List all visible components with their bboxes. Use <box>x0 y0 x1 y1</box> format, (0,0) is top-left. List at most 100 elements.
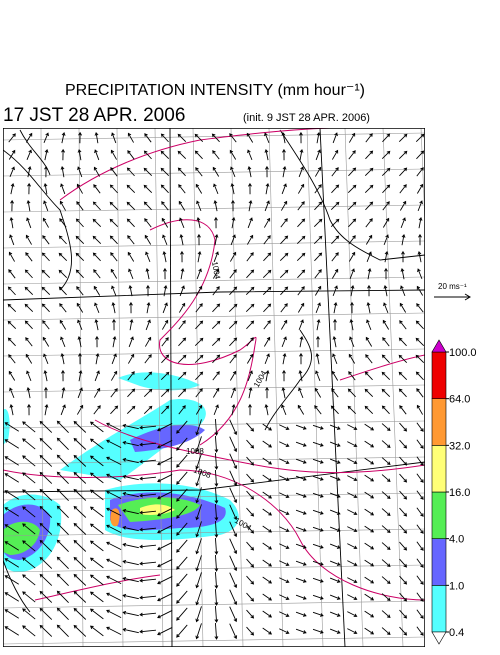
wind-arrow <box>92 218 102 228</box>
wind-arrow <box>262 269 272 279</box>
wind-arrow <box>416 439 424 449</box>
wind-arrow <box>42 235 50 245</box>
wind-arrow <box>231 199 235 212</box>
wind-arrow <box>416 285 424 296</box>
wind-arrow <box>264 353 270 365</box>
wind-arrow <box>399 320 407 330</box>
wind-arrow <box>139 629 157 634</box>
wind-arrow <box>263 320 271 330</box>
grid-line <box>3 312 425 321</box>
wind-arrow <box>282 165 287 178</box>
wind-arrow <box>381 167 391 176</box>
wind-arrow <box>381 576 391 585</box>
grid-line <box>382 128 404 647</box>
wind-arrow <box>399 200 407 211</box>
wind-arrow <box>160 150 170 160</box>
grid-line <box>3 564 425 573</box>
wind-arrow <box>329 492 341 498</box>
wind-arrow <box>295 611 307 617</box>
wind-arrow <box>329 526 341 532</box>
wind-arrow <box>347 560 358 567</box>
wind-arrow <box>229 572 238 589</box>
wind-arrow <box>229 370 237 381</box>
wind-arrow <box>263 303 272 313</box>
wind-arrow <box>297 404 305 415</box>
wind-arrow <box>39 488 53 501</box>
wind-arrow <box>364 474 375 482</box>
wind-arrow <box>195 521 202 538</box>
wind-arrow <box>26 387 31 399</box>
wind-arrow <box>157 610 173 619</box>
wind-arrow <box>315 302 321 314</box>
wind-arrow <box>365 201 374 211</box>
wind-arrow <box>316 318 321 331</box>
wind-arrow <box>297 286 305 296</box>
wind-arrow <box>126 218 135 228</box>
wind-arrow <box>41 269 51 279</box>
wind-arrow <box>312 594 324 600</box>
colorbar-label: 100.0 <box>449 347 477 359</box>
wind-arrow <box>4 626 20 636</box>
wind-arrow <box>26 149 32 161</box>
wind-arrow <box>25 132 33 143</box>
map <box>3 128 425 647</box>
wind-vectors <box>4 131 425 640</box>
wind-arrow <box>127 150 135 160</box>
wind-arrow <box>58 252 68 262</box>
wind-arrow <box>213 251 219 263</box>
wind-arrow <box>213 200 218 212</box>
wind-arrow <box>126 184 136 194</box>
wind-arrow <box>365 336 373 347</box>
wind-arrow <box>248 199 253 212</box>
wind-arrow <box>247 217 253 229</box>
wind-arrow <box>75 252 85 261</box>
wind-arrow <box>416 388 424 398</box>
wind-arrow <box>8 269 16 279</box>
wind-arrow <box>347 184 357 194</box>
wind-arrow <box>178 388 187 398</box>
wind-arrow <box>381 474 391 483</box>
wind-arrow <box>347 628 358 635</box>
wind-arrow <box>128 285 133 297</box>
wind-arrow <box>329 424 341 430</box>
grid-line <box>3 276 425 285</box>
wind-arrow <box>329 628 341 634</box>
wind-arrow <box>381 150 391 160</box>
wind-arrow <box>78 131 82 144</box>
wind-arrow <box>333 301 338 314</box>
wind-arrow <box>58 286 67 296</box>
wind-arrow <box>295 628 307 634</box>
wind-arrow <box>195 606 202 623</box>
wind-arrow <box>180 250 184 263</box>
wind-arrow <box>145 268 150 280</box>
wind-arrow <box>9 234 15 246</box>
wind-arrow <box>416 575 424 585</box>
wind-arrow <box>195 555 202 572</box>
wind-arrow <box>195 167 203 177</box>
wind-arrow <box>110 388 118 398</box>
wind-arrow <box>313 218 323 228</box>
wind-arrow <box>247 149 253 161</box>
wind-arrow <box>382 217 390 228</box>
wind-arrow <box>314 201 323 211</box>
wind-arrow <box>281 386 286 399</box>
wind-arrow <box>299 335 304 348</box>
wind-arrow <box>195 303 203 313</box>
wind-arrow <box>41 252 50 262</box>
wind-arrow <box>127 371 135 381</box>
wind-arrow <box>7 303 17 313</box>
wind-arrow <box>146 284 150 297</box>
wind-arrow <box>143 405 153 414</box>
wind-arrow <box>212 354 221 364</box>
wind-arrow <box>25 252 33 262</box>
wind-arrow <box>61 386 66 399</box>
wind-arrow <box>127 388 136 398</box>
grid-line <box>192 128 204 647</box>
wind-arrow <box>295 441 307 447</box>
wind-arrow <box>8 251 15 262</box>
wind-arrow <box>384 267 388 280</box>
wind-arrow <box>211 337 221 346</box>
wind-arrow <box>195 470 202 487</box>
wind-arrow <box>143 150 152 160</box>
wind-arrow <box>262 576 273 584</box>
